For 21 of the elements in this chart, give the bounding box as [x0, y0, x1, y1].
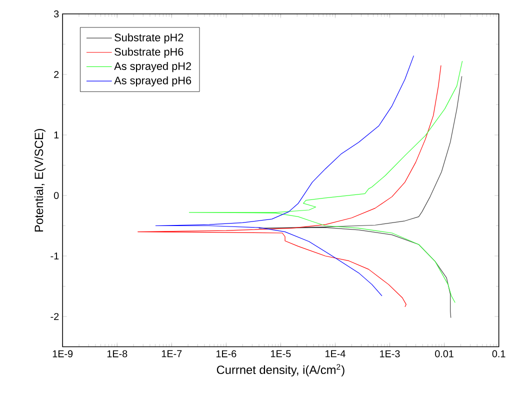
x-tick-label: 1E-5: [271, 350, 291, 357]
y-tick-label: -1: [50, 252, 59, 260]
x-tick-label: 1E-4: [326, 350, 346, 357]
y-tick-label: -2: [50, 312, 59, 320]
legend-label: As sprayed pH6: [114, 76, 192, 86]
y-tick-label: 2: [54, 70, 59, 78]
x-tick-label: 1E-6: [216, 350, 236, 358]
legend-label: Substrate pH6: [114, 47, 184, 58]
x-axis-title: Currnet density, i(A/cm$^{2}$): [216, 364, 344, 376]
x-tick-label: 1E-7: [162, 350, 182, 357]
legend-label: As sprayed pH2: [114, 62, 192, 72]
x-tick-label: 1E-8: [107, 350, 128, 358]
x-tick-label: 1E-9: [52, 350, 73, 358]
y-axis-title: Potential, E(V/SCE): [34, 128, 46, 232]
x-tick-label: 1E-3: [380, 350, 400, 358]
legend-label: Substrate pH2: [114, 33, 184, 44]
x-tick-label: 0.01: [435, 350, 454, 358]
y-tick-label: 0: [54, 192, 59, 199]
y-tick-label: 1: [54, 131, 59, 138]
x-tick-label: 0.1: [492, 350, 506, 358]
y-tick-label: 3: [54, 10, 59, 18]
